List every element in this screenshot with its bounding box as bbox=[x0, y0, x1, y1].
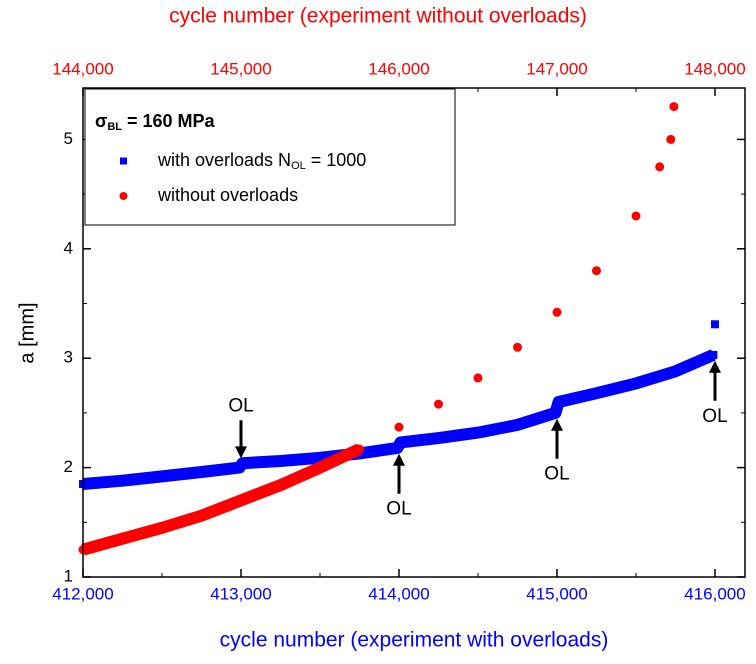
point bbox=[710, 320, 719, 329]
x-tick-label: 416,000 bbox=[684, 584, 745, 603]
point bbox=[666, 134, 676, 144]
point bbox=[235, 463, 244, 472]
point bbox=[592, 389, 601, 398]
x-tick-label: 414,000 bbox=[368, 584, 429, 603]
point bbox=[276, 457, 285, 466]
point bbox=[631, 379, 640, 388]
arrow-head bbox=[392, 453, 405, 466]
point bbox=[473, 373, 483, 383]
x2-axis-label: cycle number (experiment without overloa… bbox=[169, 5, 587, 28]
annotation: OL bbox=[228, 395, 253, 416]
arrow-head bbox=[550, 418, 563, 431]
point bbox=[393, 443, 402, 452]
point bbox=[275, 480, 285, 490]
x-tick-label: 415,000 bbox=[526, 584, 587, 603]
legend-label: without overloads bbox=[157, 185, 298, 205]
x-tick-label: 145,000 bbox=[210, 59, 271, 78]
x-tick-label: 413,000 bbox=[210, 584, 271, 603]
legend-name-sub: OL bbox=[291, 160, 306, 172]
point bbox=[512, 342, 522, 352]
point bbox=[709, 350, 718, 359]
y-tick-label: 5 bbox=[64, 129, 73, 148]
point bbox=[434, 434, 443, 443]
legend-name: with overloads N bbox=[157, 150, 291, 170]
plot-frame bbox=[82, 87, 746, 578]
point bbox=[551, 408, 560, 417]
point bbox=[473, 428, 482, 437]
x-tick-label: 148,000 bbox=[684, 59, 745, 78]
legend-title-sub: BL bbox=[107, 121, 122, 133]
annotation: OL bbox=[386, 499, 411, 520]
legend-title-symbol: σ bbox=[95, 111, 107, 131]
point bbox=[655, 162, 665, 172]
legend-marker bbox=[119, 192, 128, 200]
x-tick-label: 146,000 bbox=[368, 59, 429, 78]
point bbox=[238, 459, 247, 468]
point bbox=[236, 495, 246, 505]
legend-label: with overloads NOL = 1000 bbox=[157, 150, 366, 172]
point bbox=[117, 534, 127, 544]
point bbox=[196, 511, 206, 521]
arrow-head bbox=[708, 360, 721, 373]
point bbox=[554, 397, 563, 406]
y-tick-label: 4 bbox=[64, 238, 73, 257]
annotation: OL bbox=[544, 464, 569, 485]
point bbox=[157, 472, 166, 481]
legend-box bbox=[84, 88, 456, 226]
arrow-head bbox=[234, 446, 247, 459]
legend-title: σBL = 160 MPa bbox=[95, 111, 216, 133]
point bbox=[394, 422, 404, 432]
legend-title-rest: = 160 MPa bbox=[122, 111, 216, 131]
y-axis-label: a [mm] bbox=[16, 302, 38, 363]
point bbox=[669, 102, 679, 112]
point bbox=[197, 467, 206, 476]
y-tick-label: 3 bbox=[64, 348, 73, 367]
point bbox=[315, 463, 325, 473]
legend-name-suffix: = 1000 bbox=[306, 150, 367, 170]
point bbox=[396, 438, 405, 447]
x-axis-label: cycle number (experiment with overloads) bbox=[220, 629, 609, 652]
x-tick-label: 147,000 bbox=[526, 59, 587, 78]
point bbox=[591, 266, 601, 276]
point bbox=[433, 399, 443, 409]
point bbox=[118, 476, 127, 485]
legend-name: without overloads bbox=[157, 185, 298, 205]
point bbox=[354, 444, 364, 454]
y-tick-label: 2 bbox=[64, 457, 73, 476]
point bbox=[631, 211, 641, 221]
point bbox=[157, 523, 167, 533]
point bbox=[552, 307, 562, 317]
point bbox=[513, 420, 522, 429]
x-tick-label: 412,000 bbox=[52, 584, 113, 603]
annotation: OL bbox=[702, 406, 727, 427]
point bbox=[315, 453, 324, 462]
legend-marker bbox=[120, 157, 127, 165]
y-tick-label: 1 bbox=[64, 566, 73, 585]
point bbox=[671, 367, 680, 376]
x-tick-label: 144,000 bbox=[52, 59, 113, 78]
